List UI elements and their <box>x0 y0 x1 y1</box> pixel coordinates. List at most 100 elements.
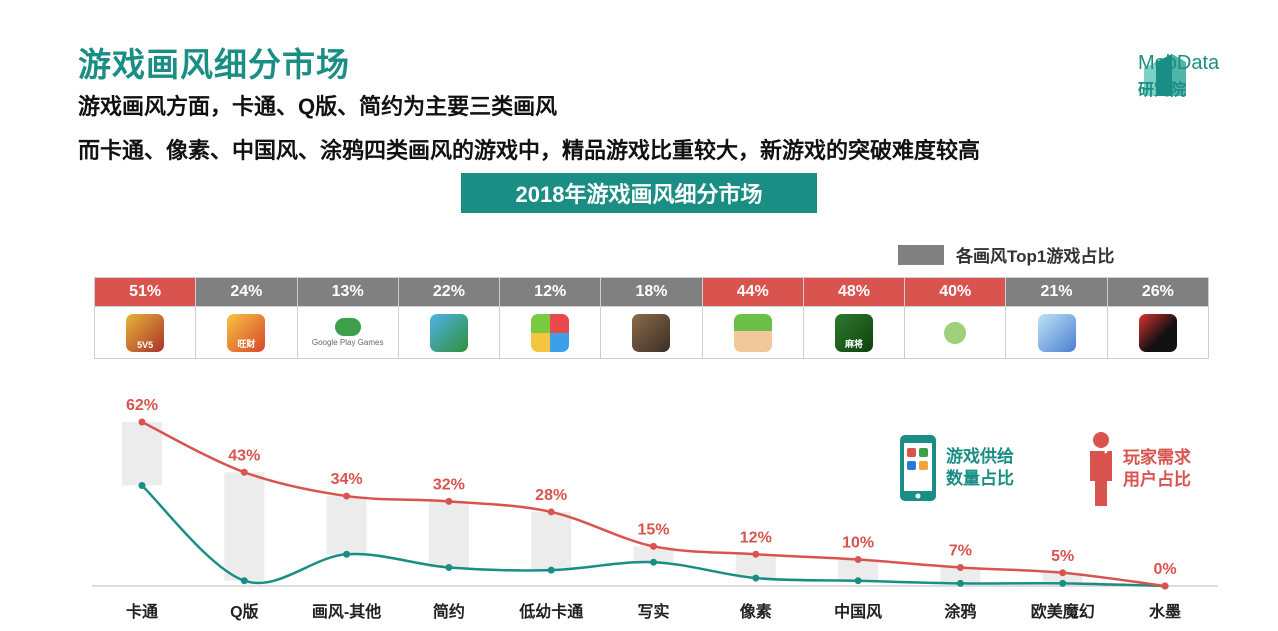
top1-percent-cell: 26% <box>1106 277 1210 307</box>
supply-point <box>956 579 964 587</box>
supply-point <box>343 550 351 558</box>
top1-percent-cell: 24% <box>195 277 298 307</box>
top1-icon-cell <box>1005 306 1108 359</box>
gap-bar <box>838 559 879 581</box>
demand-data-label: 0% <box>1153 561 1176 578</box>
logo-sub: 研究院 <box>1138 82 1187 99</box>
supply-legend-line-1: 游戏供给 <box>946 447 1014 466</box>
x-tick-label: 像素 <box>740 602 772 621</box>
top1-icon-cell: Google Play Games <box>296 306 399 359</box>
travel-frog-icon <box>936 313 975 352</box>
supply-point <box>854 577 862 585</box>
gap-bar <box>224 472 265 581</box>
supply-point <box>445 563 453 571</box>
x-tick-label: 写实 <box>637 602 669 621</box>
demand-data-label: 43% <box>228 447 260 464</box>
logo-name: MobData <box>1138 52 1220 74</box>
demand-data-label: 62% <box>126 397 158 414</box>
x-tick-label: 欧美魔幻 <box>1031 602 1095 621</box>
gap-bar <box>428 501 469 568</box>
ninja-icon <box>1138 313 1177 352</box>
anime-girl-icon <box>1037 313 1076 352</box>
supply-legend: 游戏供给 数量占比 <box>898 433 1014 503</box>
demand-point <box>1161 582 1169 590</box>
subtitle-line-1: 游戏画风方面，卡通、Q版、简约为主要三类画风 <box>78 94 558 119</box>
gap-bar <box>735 554 776 579</box>
top1-icon-row: 5V5 旺财 Google Play Games 麻将 <box>93 306 1210 359</box>
icon-label: 麻将 <box>844 338 863 349</box>
demand-point <box>650 542 657 550</box>
supply-legend-line-2: 数量占比 <box>946 469 1014 488</box>
top1-icon-cell <box>397 306 501 359</box>
demand-data-label: 10% <box>842 535 874 552</box>
x-tick-label: Q版 <box>230 602 258 621</box>
gap-bar <box>940 567 981 584</box>
icon-label: 旺财 <box>237 338 256 349</box>
demand-point <box>138 418 146 426</box>
phone-icon <box>900 435 936 501</box>
top1-icon-cell: 麻将 <box>802 306 906 359</box>
gap-bar <box>326 496 367 555</box>
demand-data-label: 5% <box>1051 548 1074 565</box>
top1-icon-cell <box>499 306 602 359</box>
demand-data-label: 34% <box>331 471 363 488</box>
demand-point <box>343 492 351 500</box>
x-tick-label: 卡通 <box>126 602 158 621</box>
x-tick-label: 水墨 <box>1149 602 1181 621</box>
top1-percent-cell: 44% <box>701 277 804 307</box>
x-tick-label: 简约 <box>433 602 465 621</box>
subtitle-line-2: 而卡通、像素、中国风、涂鸦四类画风的游戏中，精品游戏比重较大，新游戏的突破难度较… <box>78 138 981 163</box>
demand-data-label: 15% <box>637 521 669 538</box>
gap-bar <box>1042 572 1083 584</box>
top1-legend: 各画风Top1游戏占比 <box>898 242 1114 267</box>
top1-legend-swatch <box>898 244 944 265</box>
soldier-icon <box>632 313 671 352</box>
x-tick-label: 画风-其他 <box>312 602 381 621</box>
x-tick-label: 涂鸦 <box>944 602 976 621</box>
gamepad-shape <box>334 318 361 336</box>
supply-point <box>650 558 657 566</box>
demand-point <box>956 563 964 571</box>
page-title: 游戏画风细分市场 <box>78 46 350 83</box>
demand-point <box>445 497 453 505</box>
demand-data-label: 7% <box>949 542 972 559</box>
green-monster-icon <box>429 313 468 352</box>
top1-table: 51% 24% 13% 22% 12% 18% 44% 48% 40% 21% 26% 5V5 旺财 G… <box>93 277 1210 359</box>
demand-data-label: 12% <box>740 529 772 546</box>
demand-data-label: 32% <box>433 476 465 493</box>
demand-point <box>1059 569 1067 577</box>
supply-point <box>752 574 760 582</box>
top1-icon-cell: 5V5 <box>93 306 197 359</box>
section-banner: 2018年游戏画风细分市场 <box>461 173 817 213</box>
gap-bar <box>531 511 572 571</box>
supply-point <box>547 566 555 574</box>
top1-percent-cell: 40% <box>904 277 1007 307</box>
demand-data-label: 28% <box>535 487 567 504</box>
demand-legend-line-2: 用户占比 <box>1123 470 1191 489</box>
top1-percent-row: 51% 24% 13% 22% 12% 18% 44% 48% 40% 21% 26% <box>93 277 1210 307</box>
person-thinking-icon <box>1090 432 1112 506</box>
gap-bar <box>122 422 162 486</box>
top1-icon-cell <box>600 306 703 359</box>
demand-point <box>547 508 555 516</box>
supply-legend-text: 游戏供给 数量占比 <box>946 446 1014 490</box>
top1-percent-cell: 18% <box>600 277 703 307</box>
google-play-games-label: Google Play Games <box>311 338 384 347</box>
x-tick-label: 低幼卡通 <box>518 602 583 621</box>
demand-point <box>854 556 862 564</box>
top1-icon-cell <box>904 306 1007 359</box>
demand-legend: 玩家需求 用户占比 <box>1085 431 1191 507</box>
top1-legend-label: 各画风Top1游戏占比 <box>956 247 1115 266</box>
top1-icon-cell: 旺财 <box>195 306 298 359</box>
top1-icon-cell <box>701 306 804 359</box>
gap-bar <box>633 546 674 563</box>
supply-point <box>240 577 248 585</box>
google-play-games-icon: Google Play Games <box>311 318 384 347</box>
demand-point <box>240 468 248 476</box>
icon-label: 5V5 <box>137 339 154 350</box>
top1-percent-cell: 21% <box>1005 277 1108 307</box>
top1-percent-cell: 48% <box>802 277 906 307</box>
demand-legend-line-1: 玩家需求 <box>1123 448 1191 467</box>
supply-point <box>138 481 146 489</box>
